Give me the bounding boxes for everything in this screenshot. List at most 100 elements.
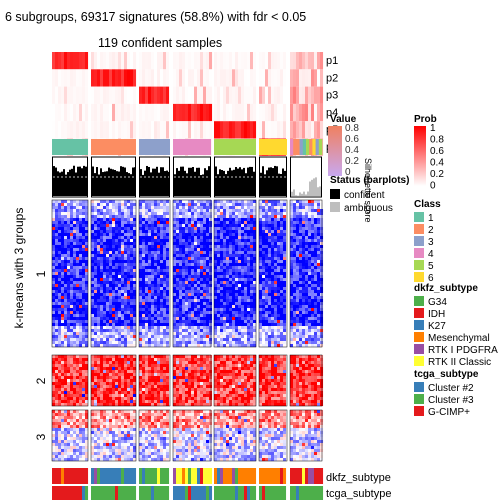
silhouette-bar (120, 166, 122, 196)
tcga-cell (214, 486, 218, 500)
silhouette-bar (110, 168, 112, 196)
class-cell (315, 139, 320, 155)
dkfz-cell (145, 468, 149, 484)
class-cell (293, 139, 297, 155)
tcga-cell (173, 486, 177, 500)
dkfz-cell (176, 468, 180, 484)
silhouette-bar (291, 191, 293, 196)
silhouette-bar (85, 166, 87, 196)
tcga-cell (67, 486, 71, 500)
tcga-cell (118, 486, 122, 500)
silhouette-bar (63, 169, 65, 196)
tcga-cell (94, 486, 98, 500)
legend-swatch (414, 332, 424, 342)
silhouette-bar (114, 169, 116, 196)
silhouette-panel (173, 156, 211, 198)
dkfz-cell (133, 468, 137, 484)
tcga-cell (317, 486, 321, 500)
silhouette-bar (108, 167, 110, 196)
class-cell (91, 139, 136, 155)
tcga-cell (73, 486, 77, 500)
dkfz-cell (106, 468, 110, 484)
legend-label: 4 (428, 249, 434, 260)
legend-label: 6 (428, 273, 434, 284)
silhouette-bar (116, 171, 118, 196)
dkfz-cell (157, 468, 161, 484)
silhouette-bar (132, 167, 134, 196)
row-labels: 1 2 3 (34, 270, 48, 440)
silhouette-bar (190, 167, 192, 196)
tcga-cell (145, 486, 149, 500)
chart-title: 6 subgroups, 69317 signatures (58.8%) wi… (5, 10, 306, 24)
dkfz-cell (185, 468, 189, 484)
class-cell (312, 139, 316, 155)
legend-swatch (414, 236, 424, 246)
prob-tick: 0.6 (430, 146, 444, 157)
silhouette-bar (223, 170, 225, 196)
tcga-cell (217, 486, 221, 500)
dkfz-cell (79, 468, 83, 484)
tcga-cell (55, 486, 59, 500)
dkfz-cell (94, 468, 98, 484)
row-group-label: 2 (34, 377, 48, 384)
silhouette-bar (247, 167, 249, 196)
dkfz-cell (299, 468, 303, 484)
dkfz-cell (214, 468, 218, 484)
dkfz-cell (191, 468, 195, 484)
dkfz-cell (127, 468, 131, 484)
tcga-cell (58, 486, 62, 500)
silhouette-bar (140, 169, 142, 196)
tcga-cell (109, 486, 113, 500)
legend-swatch (414, 212, 424, 222)
tcga-cell (259, 486, 263, 500)
silhouette-bar (264, 174, 266, 196)
tcga-cell (179, 486, 183, 500)
silhouette-bar (144, 170, 146, 196)
legend-label: Mesenchymal (428, 333, 490, 344)
tcga-cell (61, 486, 65, 500)
dkfz-cell (91, 468, 95, 484)
silhouette-bar (148, 166, 150, 196)
silhouette-bar (208, 166, 210, 196)
tcga-cell (265, 486, 269, 500)
dkfz-cell (259, 468, 263, 484)
prob-row-label: p3 (326, 90, 338, 102)
silhouette-panel (290, 156, 322, 198)
silhouette-bar (200, 175, 202, 196)
silhouette-bar (233, 169, 235, 196)
dkfz-cell (148, 468, 152, 484)
dkfz-cell (100, 468, 104, 484)
tcga-cell (82, 486, 86, 500)
silhouette-bar (319, 186, 321, 196)
silhouette-bar (262, 166, 264, 196)
silhouette-bar (274, 165, 276, 196)
dkfz-cell (154, 468, 158, 484)
legend-label: 2 (428, 225, 434, 236)
dkfz-cell (61, 468, 65, 484)
silhouette-bar (124, 167, 126, 196)
dkfz-cell (238, 468, 242, 484)
legend-swatch (414, 308, 424, 318)
dkfz-cell (76, 468, 80, 484)
legend-title: Class (414, 199, 441, 210)
tcga-cell (277, 486, 281, 500)
silhouette-bar (253, 171, 255, 196)
dkfz-cell (194, 468, 198, 484)
silhouette-bar (284, 170, 286, 196)
dkfz-cell (265, 468, 269, 484)
dkfz-cell (235, 468, 239, 484)
row-group-label: 3 (34, 433, 48, 440)
silhouette-bar (299, 192, 301, 196)
dkfz-cell (112, 468, 116, 484)
dkfz-cell (302, 468, 306, 484)
dkfz-cell (173, 468, 177, 484)
legend-swatch (414, 382, 424, 392)
silhouette-bar (272, 168, 274, 196)
silhouette-bar (184, 170, 186, 196)
silhouette-bar (301, 193, 303, 196)
silhouette-bar (134, 167, 136, 196)
tcga-cell (296, 486, 300, 500)
silhouette-bar (96, 167, 98, 196)
silhouette-bar (192, 166, 194, 196)
